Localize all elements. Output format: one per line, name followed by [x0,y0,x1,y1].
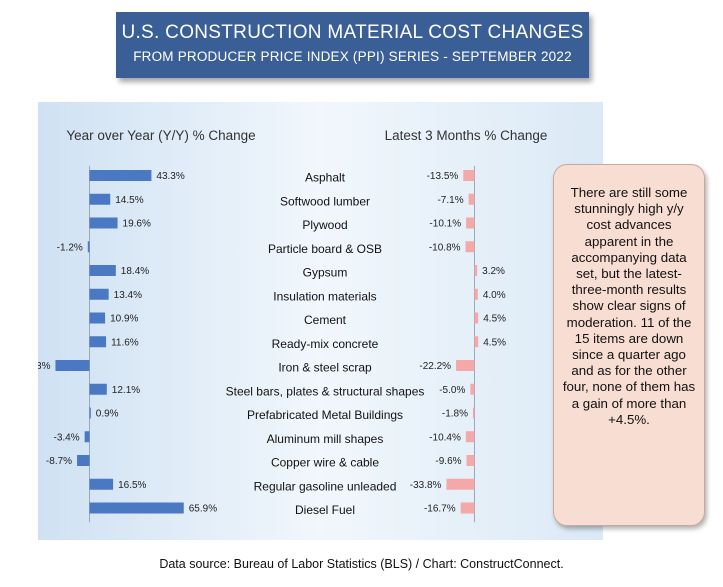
category-label-4: Gypsum [303,266,348,280]
chart-subtitle: FROM PRODUCER PRICE INDEX (PPI) SERIES -… [133,49,572,64]
yy-value-label-8: -23.8% [38,361,51,372]
yy-value-label-13: 16.5% [118,480,146,491]
yy-bar-11 [84,431,90,443]
m3-value-label-4: 3.2% [482,266,505,277]
yy-bar-14 [89,502,184,514]
yy-bar-7 [89,336,107,348]
m3-bar-7 [474,336,479,348]
yy-bar-0 [89,170,152,181]
m3-value-label-10: -1.8% [442,409,468,420]
yy-value-label-7: 11.6% [111,337,139,348]
category-label-2: Plywood [302,218,347,232]
yy-bar-5 [89,288,109,300]
category-label-9: Steel bars, plates & structural shapes [226,384,425,398]
m3-bar-6 [474,312,479,324]
m3-bar-14 [460,502,475,514]
m3-value-label-7: 4.5% [483,337,506,348]
m3-value-label-2: -10.1% [429,219,461,230]
yy-bar-2 [89,217,118,229]
m3-bar-11 [465,431,475,443]
category-label-6: Cement [304,313,347,327]
m3-value-label-13: -33.8% [410,480,442,491]
m3-bar-8 [456,360,475,371]
category-label-8: Iron & steel scrap [278,361,372,375]
m3-bar-13 [446,478,475,490]
category-label-5: Insulation materials [273,289,376,303]
m3-bar-2 [466,217,475,229]
m3-bar-3 [465,241,475,253]
category-label-13: Regular gasoline unleaded [254,479,397,493]
category-label-11: Aluminum mill shapes [267,432,384,446]
yy-bar-6 [89,312,106,324]
category-label-1: Softwood lumber [280,194,370,208]
m3-series-header: Latest 3 Months % Change [385,128,548,143]
yy-value-label-4: 18.4% [121,266,149,277]
m3-bar-4 [474,265,478,276]
yy-bar-4 [89,265,116,276]
source-note: Data source: Bureau of Labor Statistics … [159,557,564,571]
yy-value-label-6: 10.9% [110,314,138,325]
category-label-12: Copper wire & cable [271,456,379,470]
yy-value-label-12: -8.7% [46,456,72,467]
m3-bar-0 [463,170,475,181]
m3-value-label-9: -5.0% [439,385,465,396]
yy-value-label-5: 13.4% [114,290,142,301]
title-banner: U.S. CONSTRUCTION MATERIAL COST CHANGES … [116,12,589,78]
yy-bar-3 [87,241,90,253]
yy-bar-13 [89,478,114,490]
yy-value-label-14: 65.9% [189,504,217,515]
m3-value-label-6: 4.5% [483,314,506,325]
chart: Year over Year (Y/Y) % Change Latest 3 Mo… [38,128,548,523]
m3-bar-5 [474,288,478,300]
category-label-10: Prefabricated Metal Buildings [247,408,403,422]
m3-value-label-3: -10.8% [429,242,461,253]
chart-panel: Year over Year (Y/Y) % Change Latest 3 Mo… [38,102,603,540]
m3-value-label-14: -16.7% [424,504,456,515]
yy-value-label-1: 14.5% [115,195,143,206]
yy-value-label-9: 12.1% [112,385,140,396]
commentary-note: There are still some stunningly high y/y… [553,164,705,526]
m3-value-label-5: 4.0% [483,290,506,301]
m3-bar-12 [466,455,475,466]
m3-bar-9 [470,383,475,395]
category-label-14: Diesel Fuel [295,503,355,517]
yy-value-label-10: 0.9% [96,409,119,420]
m3-value-label-12: -9.6% [435,456,461,467]
m3-value-label-0: -13.5% [427,171,459,182]
yy-bar-10 [89,407,91,419]
yy-bar-1 [89,193,111,205]
category-label-0: Asphalt [305,171,346,185]
category-label-7: Ready-mix concrete [272,337,379,351]
yy-value-label-0: 43.3% [156,171,184,182]
yy-bar-8 [55,360,90,371]
m3-value-label-1: -7.1% [437,195,463,206]
yy-bar-12 [77,455,90,466]
m3-bar-10 [473,407,475,419]
m3-bar-1 [468,193,475,205]
m3-value-label-8: -22.2% [419,361,451,372]
chart-title: U.S. CONSTRUCTION MATERIAL COST CHANGES [121,22,584,43]
yy-value-label-11: -3.4% [54,432,80,443]
yy-bar-9 [89,383,107,395]
yy-series-header: Year over Year (Y/Y) % Change [66,128,255,143]
category-label-3: Particle board & OSB [268,242,382,256]
m3-value-label-11: -10.4% [429,432,461,443]
yy-value-label-2: 19.6% [123,219,151,230]
yy-value-label-3: -1.2% [57,242,83,253]
